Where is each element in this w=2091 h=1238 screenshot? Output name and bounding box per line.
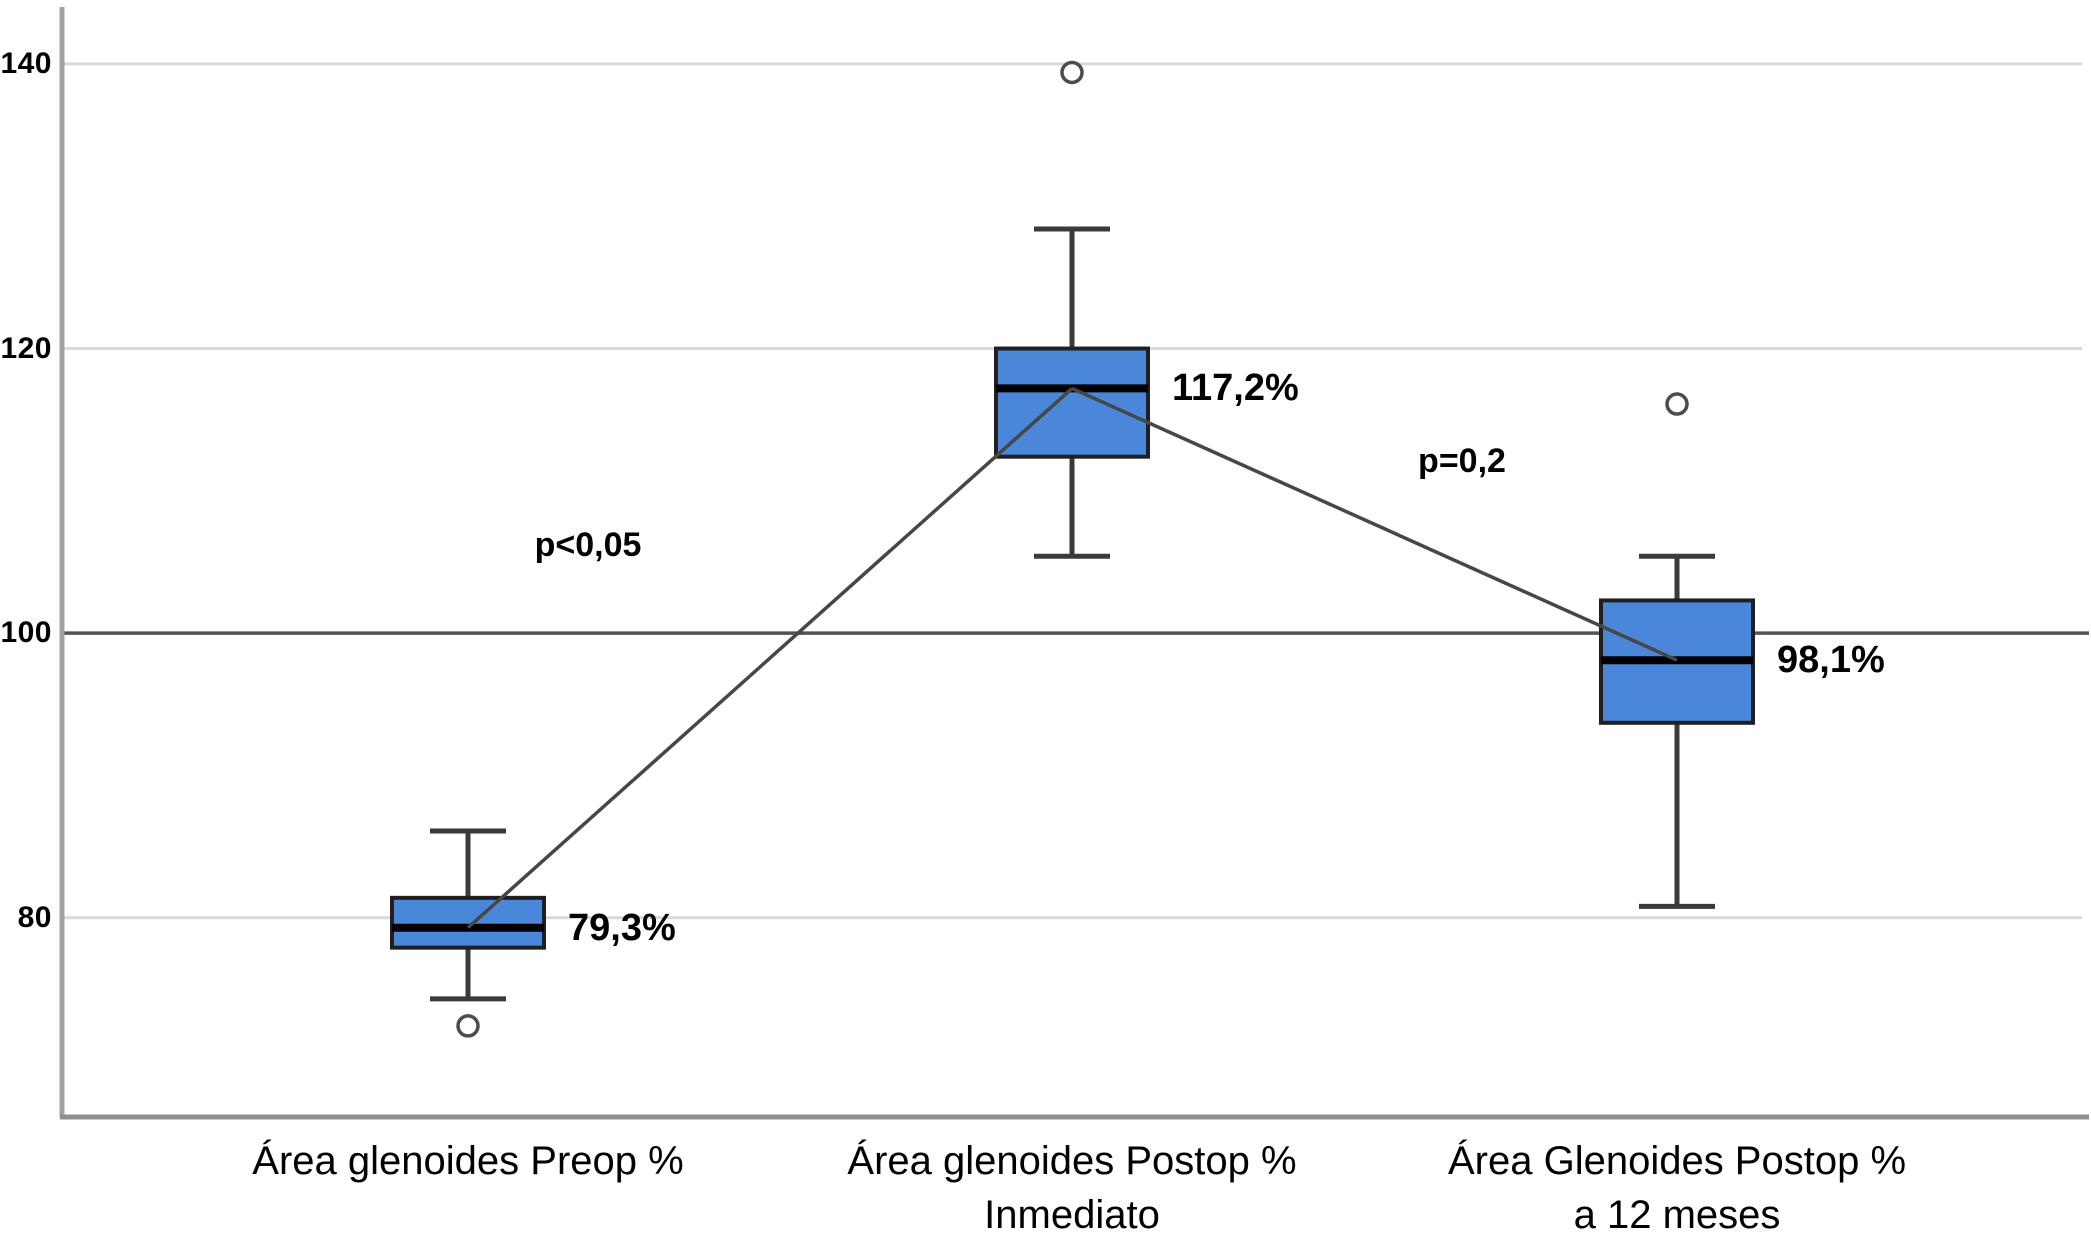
x-category-label-postop-12-meses: Área Glenoides Postop % a 12 meses xyxy=(1357,1134,1997,1238)
median-connector-1 xyxy=(466,387,1074,930)
y-tick-label-80: 80 xyxy=(17,900,52,934)
category-label-line1: Área glenoides Postop % xyxy=(847,1139,1297,1183)
median-value-label-postop-12-meses: 98,1% xyxy=(1777,639,1885,682)
y-tick-label-140: 140 xyxy=(0,46,52,80)
annotation-p-value-preop-vs-postop: p<0,05 xyxy=(534,526,642,564)
annotation-p-value-postop-vs-12m: p=0,2 xyxy=(1418,442,1506,480)
category-label-line1: Área glenoides Preop % xyxy=(252,1139,684,1183)
median-value-label-preop: 79,3% xyxy=(568,906,676,949)
category-label-line2: a 12 meses xyxy=(1573,1193,1781,1237)
x-category-label-preop: Área glenoides Preop % xyxy=(148,1134,788,1188)
median-connector-2 xyxy=(1071,386,1678,662)
y-tick-label-100: 100 xyxy=(0,616,52,650)
median-value-label-postop-inmediato: 117,2% xyxy=(1172,367,1299,410)
outlier-point-postop-12-meses xyxy=(1665,392,1689,416)
category-label-line1: Área Glenoides Postop % xyxy=(1447,1139,1907,1183)
iqr-box-preop xyxy=(390,895,546,950)
x-category-label-postop-inmediato: Área glenoides Postop % Inmediato xyxy=(752,1134,1392,1238)
outlier-point-postop-inmediato xyxy=(1060,60,1084,85)
iqr-box-postop-inmediato xyxy=(994,346,1150,459)
category-label-line2: Inmediato xyxy=(984,1193,1160,1237)
y-tick-label-120: 120 xyxy=(0,331,52,365)
outlier-point-preop xyxy=(456,1014,480,1038)
